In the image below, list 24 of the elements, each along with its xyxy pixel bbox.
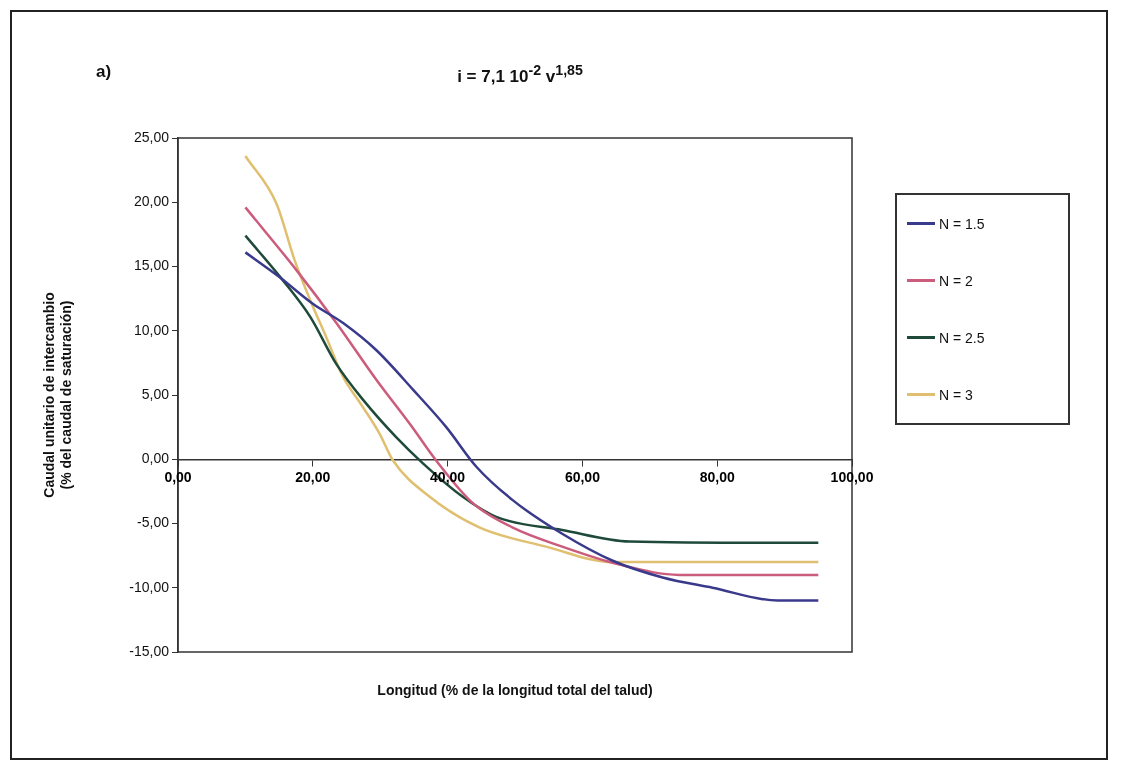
legend-label: N = 3 [939, 386, 973, 403]
text: a) [96, 62, 112, 82]
line-series [244, 206, 820, 577]
y-tick-label: -5,00 [137, 514, 170, 531]
y-tick-label: 10,00 [133, 321, 170, 338]
x-tick-label: 80,00 [699, 469, 735, 486]
legend-label: N = 1.5 [939, 215, 985, 232]
y-tick-label: 5,00 [141, 385, 170, 402]
y-tick-label: 0,00 [141, 450, 170, 467]
legend-label: N = 2.5 [939, 329, 985, 346]
y-tick-label: 25,00 [133, 128, 170, 145]
chart-title: i = 7,1 10$^{-2}$ v$^{1,85}$ [457, 62, 583, 86]
line-series [244, 234, 820, 545]
line-series [244, 154, 820, 564]
y-tick-label: -10,00 [129, 578, 170, 595]
x-tick-label: 20,00 [295, 469, 331, 486]
line-series [244, 251, 820, 602]
legend-label: N = 2 [939, 272, 973, 289]
y-tick-label: 20,00 [133, 193, 170, 210]
y-tick-label: -15,00 [129, 642, 170, 659]
y-tick-label: 15,00 [133, 257, 170, 274]
x-tick-label: 60,00 [564, 469, 601, 486]
x-axis-title: Longitud (% de la longitud total del talud) [376, 682, 654, 698]
y-axis-title: Caudal unitario de intercambio (% del caudal de saturación) [41, 292, 75, 498]
